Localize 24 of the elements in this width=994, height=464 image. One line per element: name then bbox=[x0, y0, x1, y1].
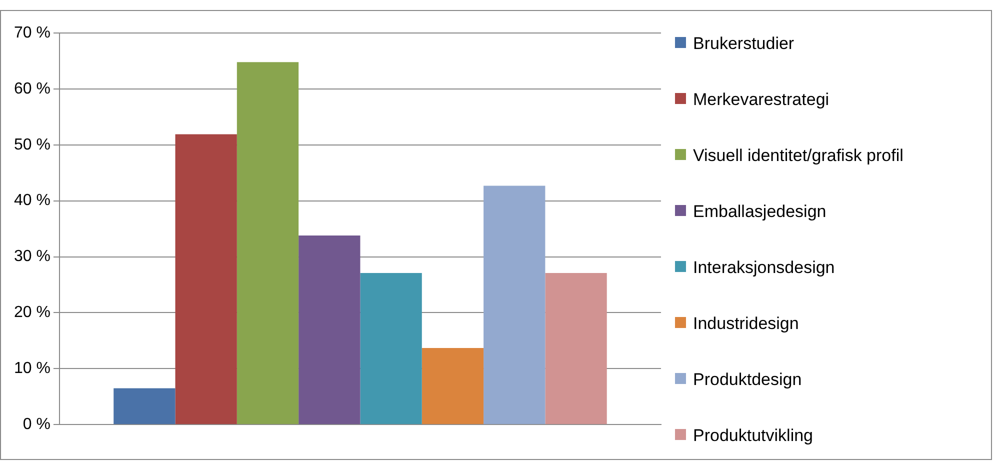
legend-label: Produktutvikling bbox=[693, 425, 814, 446]
legend-label: Emballasjedesign bbox=[693, 201, 828, 222]
bar bbox=[236, 62, 299, 424]
bar bbox=[175, 134, 237, 424]
legend-label: Interaksjonsdesign bbox=[693, 257, 836, 278]
y-tick-label: 70 % bbox=[14, 24, 50, 42]
y-tick-label: 30 % bbox=[14, 248, 50, 266]
y-tick-label: 40 % bbox=[14, 192, 50, 210]
legend-label: Merkevarestrategi bbox=[693, 89, 830, 110]
bar bbox=[114, 388, 176, 424]
y-tick-label: 10 % bbox=[14, 360, 50, 378]
legend-label: Industridesign bbox=[693, 313, 800, 334]
y-tick-label: 50 % bbox=[14, 136, 50, 154]
legend-label: Visuell identitet/grafisk profil bbox=[693, 145, 904, 166]
bar bbox=[484, 186, 546, 424]
y-tick-label: 60 % bbox=[14, 80, 50, 98]
legend-label: Brukerstudier bbox=[693, 33, 796, 54]
bar bbox=[298, 236, 360, 424]
y-tick-label: 0 % bbox=[22, 416, 50, 434]
bar bbox=[360, 272, 422, 424]
y-tick-label: 20 % bbox=[14, 304, 50, 322]
bar bbox=[422, 348, 484, 424]
bar bbox=[545, 272, 607, 424]
legend-label: Produktdesign bbox=[693, 369, 803, 390]
